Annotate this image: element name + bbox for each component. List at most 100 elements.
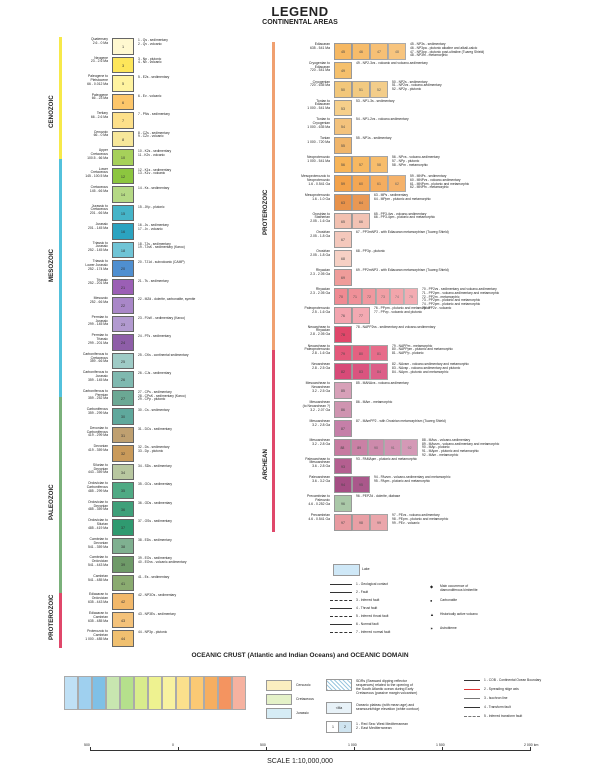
unit-swatch: 89 xyxy=(350,438,368,456)
unit-description: 93 - PAMApm - plutonic and metamorphic xyxy=(356,456,417,461)
ocean-line-sample xyxy=(464,698,480,699)
unit-row: Carboniferous to Cretaceous 359 - 66 Ma 25 2… xyxy=(64,352,264,371)
unit-swatch: 47 xyxy=(370,43,388,60)
unit-row: Proterozoic to Cambrian 1 000 - 485 Ma 44 44… xyxy=(64,629,264,648)
unit-age: Paleogene 66 - 23 Ma xyxy=(91,92,108,101)
unit-swatch: 86 xyxy=(334,401,352,418)
cenozoic-bar xyxy=(59,37,62,159)
unit-age: Cenozoic 66 - 0 Ma xyxy=(93,129,108,138)
ocean-age-swatch xyxy=(106,676,120,710)
point-symbol-icon: ✶ xyxy=(430,626,434,631)
unit-description: 22 - MZd - dolerite, carbonatite, syenit… xyxy=(138,297,196,302)
unit-swatch: 81 xyxy=(370,344,388,362)
unit-row: Rhyacian 2.3 - 2.05 Ga 70 71 72 73 74 75 70 - PP… xyxy=(280,287,598,310)
unit-swatch: 10 xyxy=(112,149,134,166)
unit-description: 18 - TJs - sedimentary 19 - TJsK - sedime… xyxy=(138,241,185,250)
unit-row: Silurian to Devonian 443 - 359 Ma 34 34 - SD… xyxy=(64,463,264,482)
unit-description: 21 - Ts - sedimentary xyxy=(138,278,169,283)
unit-age: Triassic to Jurassic 252 - 145 Ma xyxy=(88,240,108,253)
unit-swatch: 18 xyxy=(112,241,134,259)
unit-swatch: 49 xyxy=(334,61,352,79)
unit-description: 55 - NP1s - sedimentary xyxy=(356,136,392,141)
unit-swatch: 70 xyxy=(334,288,348,305)
era-label-proterozoic-left: PROTEROZOIC xyxy=(48,594,55,640)
unit-row: Ediacaran 635 - 541 Ma 45 46 47 48 45 - NP3s -… xyxy=(280,42,598,61)
unit-row: Lower Cretaceous 145 - 100.5 Ma 12 12 - K1s … xyxy=(64,167,264,186)
line-symbol-label: 7 - Inferred normal fault xyxy=(356,630,391,634)
unit-row: Ordovician to Devonian 485 - 359 Ma 36 36 - … xyxy=(64,500,264,519)
unit-row: Triassic to Lower Jurassic 252 - 174 Ma 20 2… xyxy=(64,259,264,278)
unit-swatch-group: 93 xyxy=(334,457,352,475)
unit-age: Jurassic to Cretaceous 201 - 66 Ma xyxy=(89,203,108,216)
lake-swatch xyxy=(333,564,360,576)
unit-description: 82 - NAvsm - volcano-sedimentary and met… xyxy=(392,362,469,374)
unit-swatch: 25 xyxy=(112,352,134,370)
scale-tick-label: 0 xyxy=(172,743,174,747)
unit-swatch: 56 xyxy=(334,156,352,173)
unit-swatch-group: 86 xyxy=(334,401,352,418)
unit-row: Precambrian to Paleozoic 4.6 - 0.252 Ga 96 9… xyxy=(280,494,598,513)
unit-age: Carboniferous to Permian 359 - 252 Ma xyxy=(82,388,108,401)
unit-row: Carboniferous to Permian 359 - 252 Ma 27 27 … xyxy=(64,389,264,408)
unit-age: Mesoarchean 3.2 - 2.8 Ga xyxy=(309,437,330,446)
unit-age: Devonian to Carboniferous 419 - 299 Ma xyxy=(86,425,108,438)
unit-swatch: 5 xyxy=(112,75,134,92)
unit-row: Paleogene to Pleistocene 66 - 0.012 Ma 5 5 -… xyxy=(64,74,264,93)
unit-swatch-group: 53 xyxy=(334,99,352,117)
point-symbol-icon: ◆ xyxy=(430,584,434,589)
unit-age: Cambrian to Devonian 541 - 359 Ma xyxy=(88,536,108,549)
unit-description: 31 - DCs - sedimentary xyxy=(138,426,172,431)
unit-age: Cretaceous 145 - 66 Ma xyxy=(89,185,108,193)
unit-swatch: 3 xyxy=(112,56,134,73)
unit-swatch-group: 68 xyxy=(334,250,352,268)
unit-age: Ediacaran to Cambrian 635 - 485 Ma xyxy=(88,610,108,623)
unit-description: 42 - NP3Os - sedimentary xyxy=(138,593,177,598)
cretaceous-ocean-swatch xyxy=(266,694,292,705)
unit-swatch: 54 xyxy=(334,118,352,136)
ocean-age-swatch xyxy=(162,676,176,710)
unit-swatch-group: 65 66 xyxy=(334,212,370,230)
unit-swatch: 94 xyxy=(334,476,352,494)
unit-swatch-group: 79 80 81 xyxy=(334,344,388,362)
unit-description: 76 - PPpm - plutonic and metamorphic 77 -… xyxy=(374,305,431,314)
unit-description: 36 - ODs - sedimentary xyxy=(138,500,173,505)
unit-age: Paleoarchean to Mesoarchean 3.6 - 2.8 Ga xyxy=(305,456,330,469)
unit-age: Precambrian 4.6 - 0.541 Ga xyxy=(308,513,330,521)
unit-swatch-group: 49 xyxy=(334,61,352,79)
unit-description: 54 - NP1-2vs - volcano-sedimentary xyxy=(356,117,409,122)
unit-description: 26 - CJs - sedimentary xyxy=(138,371,172,376)
unit-age: Quaternary 2.6 - 0 Ma xyxy=(91,37,108,45)
unit-description: 25 - CKs - continental sedimentary xyxy=(138,352,189,357)
unit-description: 8 - CZs - sedimentary 9 - CZv - volcanic xyxy=(138,130,170,139)
unit-row: Neoarchean 2.8 - 2.5 Ga 82 83 84 82 - NAvsm -… xyxy=(280,362,598,381)
point-symbol-icon: ▲ xyxy=(430,612,434,617)
unit-swatch: 42 xyxy=(112,593,134,610)
unit-swatch: 6 xyxy=(112,93,134,111)
unit-row: Mesoproterozoic to Neoproterozoic 1.6 - 0.… xyxy=(280,174,598,193)
unit-description: 7 - PNs - sedimentary xyxy=(138,112,170,117)
unit-swatch: 26 xyxy=(112,371,134,388)
sdr-swatch xyxy=(326,679,352,691)
unit-swatch-group: 45 46 47 48 xyxy=(334,43,406,60)
unit-swatch: 31 xyxy=(112,426,134,444)
ocean-line-label: 3 - Isochron line xyxy=(484,696,508,700)
line-symbol-sample xyxy=(330,608,352,609)
unit-swatch: 46 xyxy=(352,43,370,60)
unit-row: Cryogenian 720 - 635 Ma 50 51 52 50 - NP2s - … xyxy=(280,80,598,99)
scale-tick xyxy=(178,747,179,751)
unit-swatch: 38 xyxy=(112,537,134,555)
unit-swatch: 30 xyxy=(112,408,134,425)
unit-age: Cambrian 541 - 485 Ma xyxy=(88,573,108,582)
unit-swatch: 92 xyxy=(401,438,418,456)
unit-row: Rhyacian 2.3 - 2.05 Ga 69 69 - PP2mNP3 - wi… xyxy=(280,268,598,287)
unit-row: Cenozoic 66 - 0 Ma 8 8 - CZs - sedimentary 9… xyxy=(64,130,264,149)
unit-age: Ordovician to Silurian 485 - 419 Ma xyxy=(88,518,108,530)
unit-swatch: 67 xyxy=(334,231,352,249)
unit-row: Mesoarchean 3.2 - 2.8 Ga 87 87 - MAmPP2 - w… xyxy=(280,419,598,438)
ocean-age-swatch xyxy=(204,676,218,710)
unit-age: Ordovician to Carboniferous 485 - 299 Ma xyxy=(86,481,108,493)
unit-age: Neoarchean 2.8 - 2.5 Ga xyxy=(311,362,330,371)
ocean-age-swatch xyxy=(78,676,92,710)
unit-swatch: 72 xyxy=(362,288,376,305)
unit-swatch: 82 xyxy=(334,363,352,381)
